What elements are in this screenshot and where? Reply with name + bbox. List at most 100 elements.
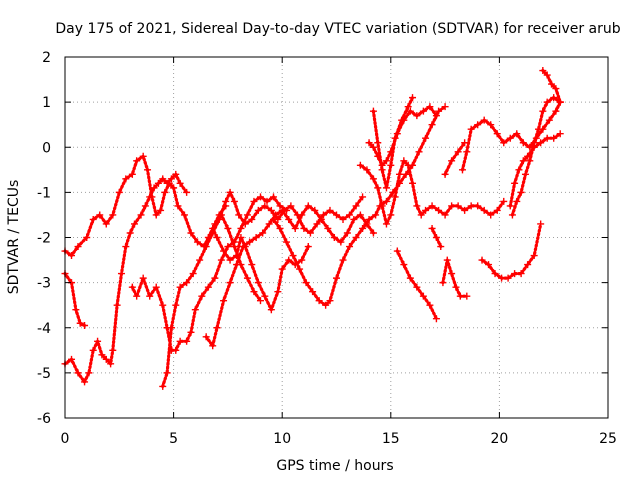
x-tick-label: 10 [273,431,291,447]
data-point [248,215,256,223]
data-point [254,206,262,214]
data-point [133,292,141,300]
data-point [272,211,280,219]
series-s9 [270,103,449,309]
data-point [180,211,188,219]
data-point [463,148,471,156]
y-tick-label: 0 [42,140,51,156]
data-point [313,220,321,228]
data-point [552,85,560,93]
data-point [387,161,395,169]
data-point [369,143,377,151]
data-point [241,220,249,228]
data-point [159,301,167,309]
data-point [402,170,410,178]
series-trace [161,190,365,388]
data-point [415,148,423,156]
data-point [330,234,338,241]
data-point [74,369,82,377]
data-point [298,256,306,264]
data-point [419,107,427,115]
data-point [548,80,556,88]
data-point [133,157,141,165]
data-point [259,229,267,237]
y-axis-label: SDTVAR / TECUs [6,180,22,295]
data-point [480,116,488,124]
data-point [304,243,312,251]
data-point [304,202,312,210]
data-point [513,197,521,205]
data-point [176,337,184,345]
data-point [524,261,532,269]
data-point [374,184,382,192]
data-point [287,202,295,210]
data-point [237,234,245,241]
data-point [96,211,104,219]
series-s12 [369,94,417,192]
data-point [172,170,180,178]
data-point [339,215,347,223]
x-tick-label: 5 [169,431,178,447]
data-point [404,103,412,111]
data-point [265,220,273,228]
data-point [526,157,534,165]
data-point [409,179,417,187]
data-point [246,238,254,246]
data-point [543,134,551,142]
data-point [267,206,275,214]
series-trace [443,141,467,176]
series-s17 [458,98,564,174]
data-point [393,247,401,255]
data-point [261,292,269,300]
data-point [252,234,260,241]
data-point [81,378,89,386]
data-point [183,279,191,287]
data-point [139,152,147,160]
data-point [254,279,262,287]
data-point [537,139,545,147]
data-point [398,116,406,124]
data-point [237,261,245,269]
data-point [319,211,327,219]
data-point [270,215,278,223]
data-point [519,139,527,147]
series-s6 [202,202,377,350]
data-point [432,234,440,241]
data-point [170,184,178,192]
data-point [220,247,228,255]
data-point [391,134,399,142]
data-point [326,206,334,214]
data-point [204,283,212,291]
data-point [556,130,564,138]
series-trace [271,104,447,307]
data-point [382,220,390,228]
data-point [209,342,217,350]
data-point [508,211,516,219]
data-point [454,148,462,156]
series-s8 [217,211,264,305]
data-point [283,238,291,246]
data-point [422,206,430,214]
data-point [144,166,152,174]
data-point [193,238,201,246]
data-point [128,283,136,291]
data-point [167,175,175,183]
y-tick-label: -3 [37,276,51,292]
data-point [478,256,486,264]
data-point [109,346,117,354]
data-point [263,197,271,205]
data-point [326,297,334,305]
data-point [356,161,364,169]
data-point [74,243,82,251]
data-point [404,161,412,169]
data-point [519,157,527,165]
data-point [534,125,542,133]
data-point [202,243,210,251]
data-point [220,297,228,305]
data-point [322,301,330,309]
x-tick-label: 20 [490,431,508,447]
data-point [530,139,538,147]
data-point [146,292,154,300]
data-point [300,224,308,232]
data-point [224,224,232,232]
